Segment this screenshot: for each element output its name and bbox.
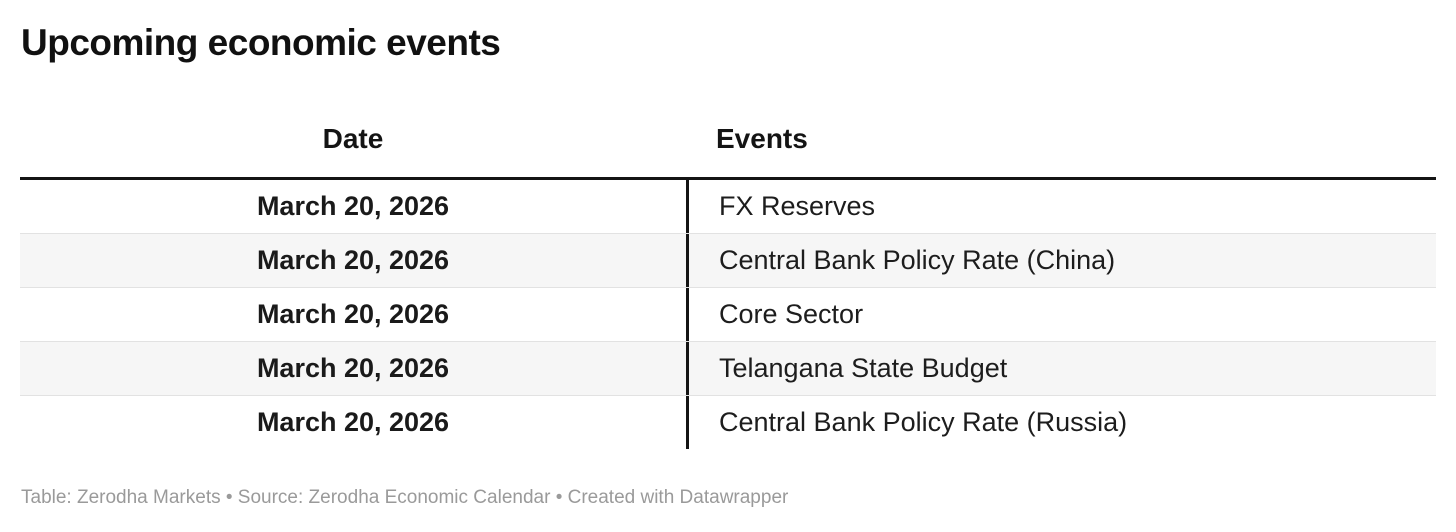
- column-header-date: Date: [322, 123, 384, 154]
- event-cell: FX Reserves: [686, 180, 1436, 233]
- date-cell: March 20, 2026: [256, 299, 450, 329]
- table-row: March 20, 2026 Central Bank Policy Rate …: [20, 395, 1436, 449]
- event-cell: Central Bank Policy Rate (Russia): [686, 396, 1436, 449]
- event-cell: Telangana State Budget: [686, 342, 1436, 395]
- table-row: March 20, 2026 FX Reserves: [20, 180, 1436, 233]
- date-cell: March 20, 2026: [256, 245, 450, 275]
- event-cell: Core Sector: [686, 288, 1436, 341]
- table-row: March 20, 2026 Central Bank Policy Rate …: [20, 233, 1436, 287]
- table-row: March 20, 2026 Telangana State Budget: [20, 341, 1436, 395]
- date-cell: March 20, 2026: [256, 191, 450, 221]
- table-body: March 20, 2026 FX Reserves March 20, 202…: [20, 180, 1436, 449]
- events-table: Date Events March 20, 2026 FX Reserves M…: [20, 122, 1436, 449]
- attribution-footer: Table: Zerodha Markets • Source: Zerodha…: [21, 487, 789, 508]
- chart-title: Upcoming economic events: [21, 22, 501, 63]
- event-cell: Central Bank Policy Rate (China): [686, 234, 1436, 287]
- date-cell: March 20, 2026: [256, 353, 450, 383]
- table-header-row: Date Events: [20, 122, 1436, 180]
- column-header-events: Events: [716, 123, 808, 154]
- date-cell: March 20, 2026: [256, 407, 450, 437]
- table-row: March 20, 2026 Core Sector: [20, 287, 1436, 341]
